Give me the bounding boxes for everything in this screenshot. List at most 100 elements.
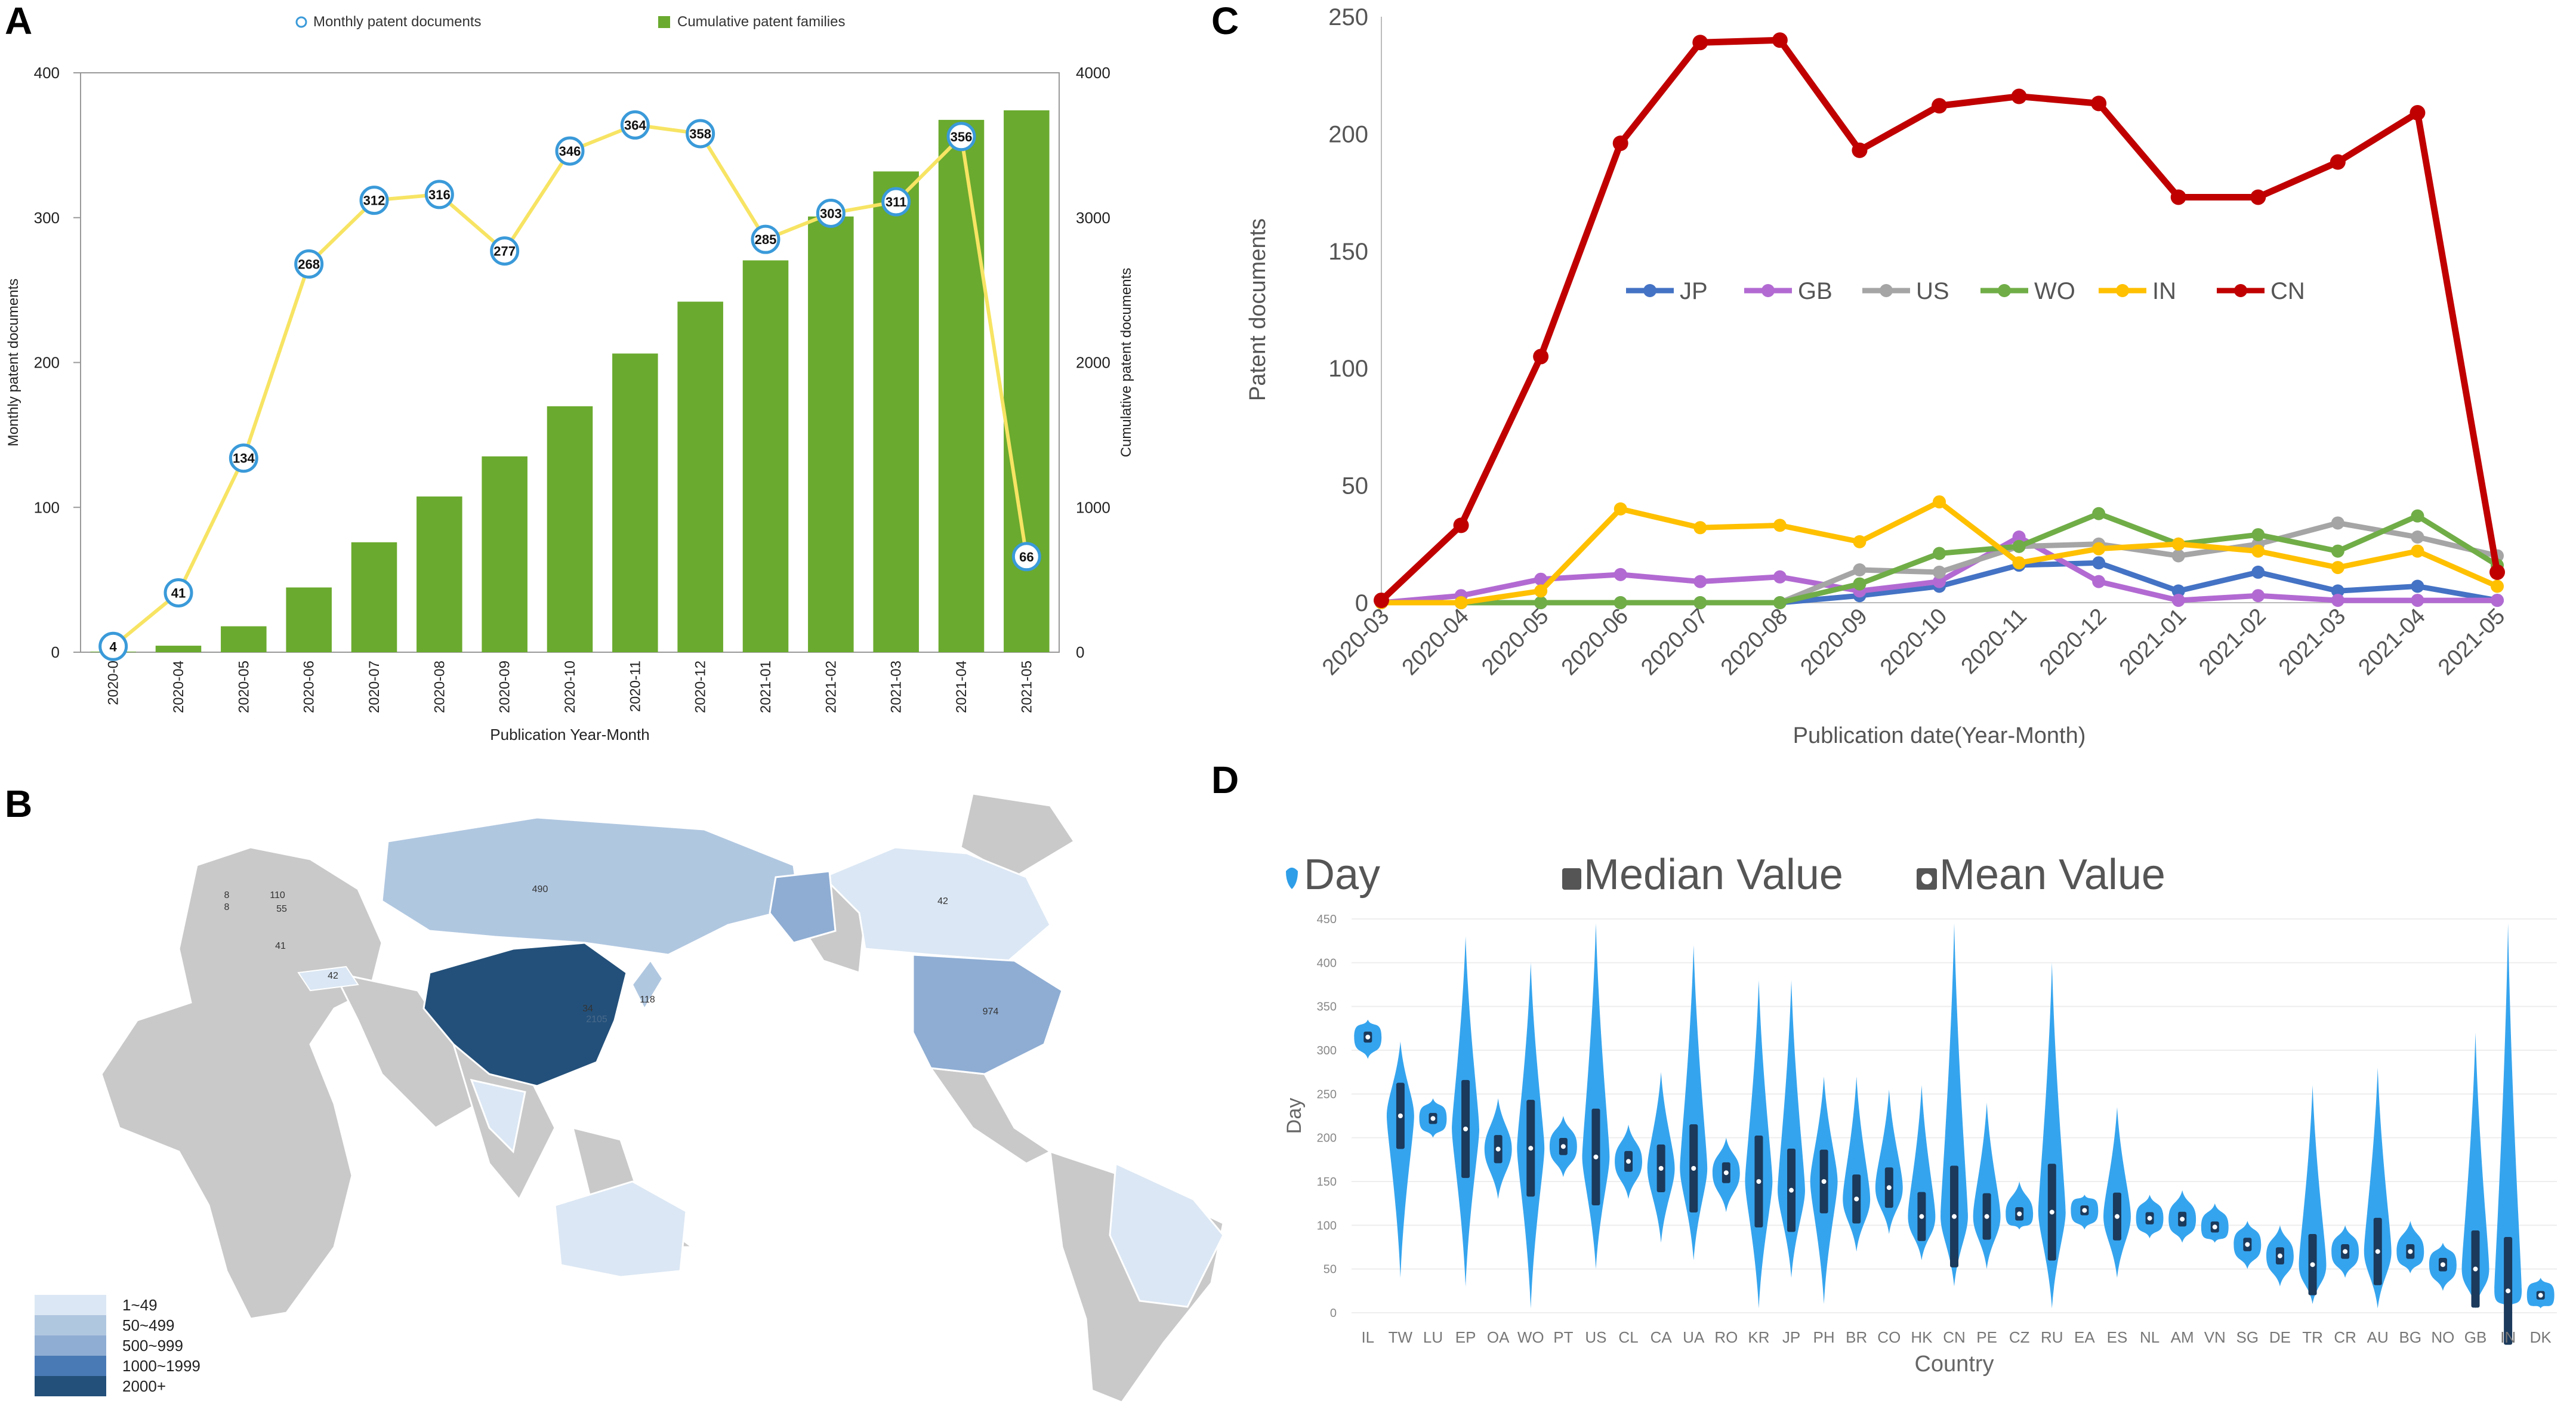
c-point-IN-5 xyxy=(1773,519,1787,532)
d-median-HK xyxy=(1919,1214,1924,1219)
c-legend-marker-US xyxy=(1880,284,1893,297)
map-land-central-america xyxy=(928,1067,1052,1165)
d-violin-GB xyxy=(2461,1032,2489,1309)
c-point-CN-1 xyxy=(1453,517,1469,533)
d-ytick-2: 100 xyxy=(1317,1219,1337,1232)
c-point-US-13 xyxy=(2411,530,2424,544)
map-legend-label-1: 1~49 xyxy=(122,1296,158,1314)
a-point-8 xyxy=(620,110,650,140)
map-land-europe-africa xyxy=(100,846,383,1320)
c-point-GB-13 xyxy=(2411,594,2424,607)
d-median-WO xyxy=(1528,1146,1534,1151)
d-legend-median-marker xyxy=(1562,868,1581,890)
a-point-3 xyxy=(294,249,324,279)
d-median-IN xyxy=(2506,1288,2511,1294)
c-xtick-13: 2021-04 xyxy=(2353,604,2430,680)
d-ylabel: Day xyxy=(1283,1098,1306,1134)
c-ytick-1: 50 xyxy=(1342,473,1369,499)
a-bar-10 xyxy=(742,260,789,653)
c-xtick-14: 2021-05 xyxy=(2433,604,2510,680)
map-label-turkey: 42 xyxy=(328,971,338,981)
c-xtick-4: 2020-07 xyxy=(1636,604,1713,680)
map-label-korea: 34 xyxy=(582,1004,593,1014)
c-point-CN-12 xyxy=(2330,154,2346,170)
d-median-US xyxy=(1593,1154,1599,1159)
d-xtick-US: US xyxy=(1585,1328,1606,1346)
c-xlabel: Publication date(Year-Month) xyxy=(1793,723,2086,748)
c-xtick-5: 2020-08 xyxy=(1716,604,1793,680)
c-xtick-10: 2021-01 xyxy=(2115,604,2191,680)
a-point-6 xyxy=(490,236,520,266)
map-country-canada xyxy=(822,846,1051,962)
a-ytick-left-2: 200 xyxy=(34,354,60,372)
map-label-spain: 41 xyxy=(275,941,286,951)
map-legend-label-4: 1000~1999 xyxy=(122,1357,200,1375)
d-median-KR xyxy=(1756,1179,1761,1184)
d-xtick-EA: EA xyxy=(2074,1328,2095,1346)
d-legend-day-label: Day xyxy=(1304,851,1380,899)
d-median-ES xyxy=(2114,1214,2120,1219)
d-ytick-8: 400 xyxy=(1317,957,1337,970)
d-xtick-SG: SG xyxy=(2236,1328,2259,1346)
c-point-WO-2 xyxy=(1534,596,1548,609)
c-xtick-6: 2020-09 xyxy=(1796,604,1872,680)
map-label-germany: 110 xyxy=(270,890,285,900)
d-median-BG xyxy=(2408,1249,2413,1254)
c-point-IN-13 xyxy=(2411,544,2424,558)
a-ytick-left-3: 300 xyxy=(34,209,60,227)
d-violin-JP xyxy=(1778,980,1805,1278)
d-violin-TW xyxy=(1386,1041,1414,1278)
d-xtick-NL: NL xyxy=(2140,1328,2159,1346)
c-point-WO-11 xyxy=(2251,528,2265,542)
d-median-CA xyxy=(1658,1166,1664,1171)
a-xtick-1: 2020-04 xyxy=(171,661,187,713)
a-xtick-3: 2020-06 xyxy=(301,661,317,713)
a-bar-2 xyxy=(221,626,267,652)
a-point-label-12: 311 xyxy=(886,195,907,209)
c-point-GB-11 xyxy=(2251,589,2265,603)
d-xtick-DE: DE xyxy=(2269,1328,2291,1346)
c-point-GB-14 xyxy=(2491,594,2504,607)
a-point-5 xyxy=(424,180,454,209)
a-xtick-12: 2021-03 xyxy=(889,661,905,713)
map-label-poland: 55 xyxy=(276,904,287,914)
map-country-brazil xyxy=(1109,1162,1224,1308)
c-point-GB-4 xyxy=(1693,575,1707,588)
d-xtick-CO: CO xyxy=(1877,1328,1901,1346)
map-legend-swatch-2 xyxy=(35,1315,106,1335)
d-median-IL xyxy=(1365,1035,1371,1039)
map-legend-label-3: 500~999 xyxy=(122,1337,183,1355)
c-point-CN-2 xyxy=(1533,348,1549,365)
map-label-japan: 118 xyxy=(640,995,655,1005)
c-point-CN-14 xyxy=(2489,564,2505,580)
c-point-IN-8 xyxy=(2012,556,2026,570)
a-point-14 xyxy=(1011,542,1041,572)
a-xtick-0: 2020-0 xyxy=(106,661,122,705)
d-median-SG xyxy=(2245,1242,2250,1247)
c-point-WO-8 xyxy=(2012,539,2026,553)
c-point-WO-13 xyxy=(2411,509,2424,523)
d-median-AM xyxy=(2180,1217,2185,1222)
c-point-US-10 xyxy=(2171,549,2185,563)
map-label-canada: 42 xyxy=(937,896,948,906)
d-ytick-5: 250 xyxy=(1317,1088,1337,1101)
c-xtick-12: 2021-03 xyxy=(2274,604,2350,680)
c-legend-marker-IN xyxy=(2116,284,2129,297)
c-point-JP-11 xyxy=(2251,565,2265,579)
d-xtick-EP: EP xyxy=(1455,1328,1476,1346)
map-label-china: 2105 xyxy=(586,1014,607,1025)
d-legend-mean-dot xyxy=(1921,874,1932,884)
d-median-PE xyxy=(1984,1214,1989,1219)
c-point-IN-9 xyxy=(2092,542,2106,556)
a-xtick-9: 2020-12 xyxy=(693,661,709,713)
c-point-CN-9 xyxy=(2091,95,2107,112)
a-point-label-10: 285 xyxy=(755,232,777,247)
a-bar-11 xyxy=(808,216,854,653)
map-country-alaska xyxy=(769,870,837,944)
c-xtick-3: 2020-06 xyxy=(1557,604,1633,680)
a-ytick-left-1: 100 xyxy=(34,498,60,516)
c-xtick-7: 2020-10 xyxy=(1875,604,1952,680)
a-point-label-14: 66 xyxy=(1019,550,1034,564)
d-xtick-PH: PH xyxy=(1813,1328,1835,1346)
d-xtick-WO: WO xyxy=(1517,1328,1544,1346)
